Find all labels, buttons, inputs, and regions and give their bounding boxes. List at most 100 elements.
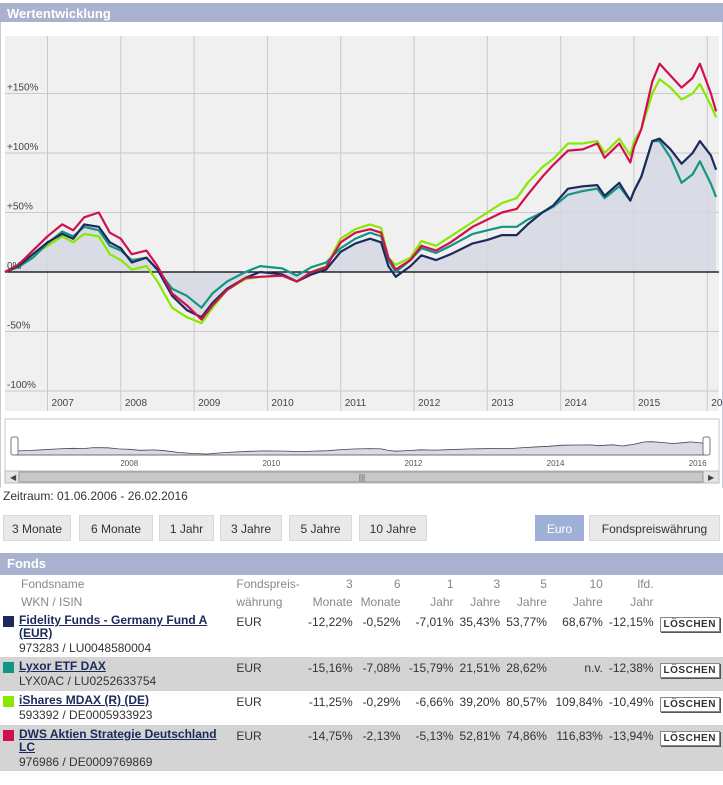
fund-name-link[interactable]: iShares MDAX (R) (DE) xyxy=(19,693,150,707)
navigator-handle-left[interactable] xyxy=(10,436,19,456)
fund-perf-3y: 21,51% xyxy=(459,661,501,675)
delete-button[interactable]: LÖSCHEN xyxy=(659,617,720,632)
fund-perf-5y: 74,86% xyxy=(506,729,547,743)
delete-button[interactable]: LÖSCHEN xyxy=(659,697,720,712)
fund-perf-10y: n.v. xyxy=(584,661,603,675)
col-lfd: lfd. xyxy=(637,577,654,591)
col-6m-unit: Monate xyxy=(360,595,401,609)
delete-button[interactable]: LÖSCHEN xyxy=(659,731,720,746)
fund-row: DWS Aktien Strategie Deutschland LC 97698… xyxy=(0,725,723,771)
period-6m-button[interactable]: 6 Monate xyxy=(79,515,153,541)
navigator-handle-right[interactable] xyxy=(702,436,711,456)
period-3m-button[interactable]: 3 Monate xyxy=(3,515,71,541)
fund-perf-3m: -12,22% xyxy=(307,615,353,629)
funds-header: Fonds xyxy=(0,553,723,575)
fund-perf-1y: -5,13% xyxy=(415,729,454,743)
fund-perf-1y: -7,01% xyxy=(415,615,454,629)
col-fondsname: Fondsname xyxy=(21,577,85,591)
delete-button[interactable]: LÖSCHEN xyxy=(659,663,720,678)
table-header-row-1: Fondsname Fondspreis- 3 6 1 3 5 10 lfd. xyxy=(0,575,723,593)
y-tick-label: -50% xyxy=(7,321,30,332)
fund-perf-1y: -6,66% xyxy=(415,695,454,709)
period-3y-button[interactable]: 3 Jahre xyxy=(220,515,282,541)
scrollbar-grip-icon: ||| xyxy=(359,473,365,482)
fund-currency: EUR xyxy=(236,729,262,743)
fund-perf-10y: 109,84% xyxy=(555,695,603,709)
y-tick-label: +150% xyxy=(7,83,39,94)
fund-perf-6m: -0,29% xyxy=(362,695,401,709)
fund-isin: 973283 / LU0048580004 xyxy=(19,641,152,655)
fund-name-link[interactable]: Lyxor ETF DAX xyxy=(19,659,106,673)
fund-perf-5y: 53,77% xyxy=(506,615,547,629)
fund-currency: EUR xyxy=(236,615,262,629)
fund-name-cell: DWS Aktien Strategie Deutschland LC 97698… xyxy=(0,725,233,771)
performance-chart[interactable]: +150% +100% +50% 0% -50% -100% 2007 2008 2009 20… xyxy=(1,22,722,488)
navigator-label: 2016 xyxy=(689,459,707,468)
fund-perf-6m: -2,13% xyxy=(362,729,401,743)
fund-currency: EUR xyxy=(236,661,262,675)
navigator-series xyxy=(16,441,707,456)
fund-name-link[interactable]: Fidelity Funds - Germany Fund A (EUR) xyxy=(19,613,208,640)
navigator-label: 2012 xyxy=(405,459,423,468)
navigator-label: 2010 xyxy=(262,459,280,468)
x-tick-label: 2010 xyxy=(271,398,294,409)
fund-perf-lfd: -12,15% xyxy=(608,615,654,629)
series-line[interactable] xyxy=(4,62,718,321)
fund-perf-lfd: -12,38% xyxy=(608,661,654,675)
fund-perf-6m: -0,52% xyxy=(362,615,401,629)
fund-isin: 593392 / DE0005933923 xyxy=(19,708,153,722)
fund-name-link[interactable]: DWS Aktien Strategie Deutschland LC xyxy=(19,727,217,754)
scroll-right-icon[interactable]: ▶ xyxy=(708,473,715,482)
navigator[interactable]: 2008 2010 2012 2014 2016 ◀ ▶ ||| xyxy=(4,418,720,484)
fund-row: Lyxor ETF DAX LYX0AC / LU0252633754 EUR -15… xyxy=(0,657,723,691)
fund-row: iShares MDAX (R) (DE) 593392 / DE00059339… xyxy=(0,691,723,725)
fund-name-cell: Lyxor ETF DAX LYX0AC / LU0252633754 xyxy=(0,657,233,691)
period-1y-button[interactable]: 1 Jahr xyxy=(159,515,214,541)
col-5y: 5 xyxy=(540,577,547,591)
fund-perf-3y: 52,81% xyxy=(459,729,501,743)
col-currency-2: währung xyxy=(236,595,283,609)
fund-perf-5y: 80,57% xyxy=(506,695,547,709)
navigator-label: 2008 xyxy=(120,459,138,468)
y-tick-label: 0% xyxy=(7,261,22,272)
perf-header: Wertentwicklung xyxy=(0,3,723,25)
navigator-label: 2014 xyxy=(547,459,565,468)
x-tick-label: 2015 xyxy=(638,398,661,409)
series-color-swatch xyxy=(3,730,14,742)
series-line[interactable] xyxy=(4,137,718,319)
series-color-swatch xyxy=(3,662,14,674)
period-10y-button[interactable]: 10 Jahre xyxy=(359,515,427,541)
series-color-swatch xyxy=(3,616,14,628)
currency-euro-button[interactable]: Euro xyxy=(535,515,584,541)
y-tick-label: +100% xyxy=(7,142,39,153)
series-color-swatch xyxy=(3,696,14,708)
scroll-left-icon[interactable]: ◀ xyxy=(10,473,17,482)
fund-perf-10y: 116,83% xyxy=(556,729,603,743)
table-header-row-2: WKN / ISIN währung Monate Monate Jahr Ja… xyxy=(0,593,723,611)
col-1y-unit: Jahr xyxy=(430,595,454,609)
period-buttons: 3 Monate 6 Monate 1 Jahr 3 Jahre 5 Jahre… xyxy=(0,515,723,541)
fund-isin: 976986 / DE0009769869 xyxy=(19,755,153,769)
col-3y: 3 xyxy=(493,577,501,591)
fund-perf-5y: 28,62% xyxy=(506,661,547,675)
col-10y: 10 xyxy=(589,577,603,591)
x-tick-label: 2012 xyxy=(418,398,441,409)
col-lfd-unit: Jahr xyxy=(630,595,654,609)
fund-isin: LYX0AC / LU0252633754 xyxy=(19,674,157,688)
col-3y-unit: Jahre xyxy=(470,595,501,609)
fund-name-cell: iShares MDAX (R) (DE) 593392 / DE00059339… xyxy=(0,691,233,725)
y-tick-label: -100% xyxy=(7,380,36,391)
currency-fund-button[interactable]: Fondspreiswährung xyxy=(589,515,720,541)
period-5y-button[interactable]: 5 Jahre xyxy=(289,515,352,541)
col-10y-unit: Jahre xyxy=(572,595,603,609)
fund-row: Fidelity Funds - Germany Fund A (EUR) 973… xyxy=(0,611,723,657)
x-tick-label: 2011 xyxy=(345,398,367,409)
fund-perf-3y: 39,20% xyxy=(459,695,501,709)
x-tick-label: 2013 xyxy=(491,398,514,409)
fund-perf-3m: -14,75% xyxy=(307,729,353,743)
zeitraum-text: Zeitraum: 01.06.2006 - 26.02.2016 xyxy=(3,489,188,503)
fund-perf-3y: 35,43% xyxy=(459,615,501,629)
y-tick-label: +50% xyxy=(7,202,33,213)
fund-perf-1y: -15,79% xyxy=(408,661,454,675)
scrollbar-thumb[interactable] xyxy=(18,471,704,483)
